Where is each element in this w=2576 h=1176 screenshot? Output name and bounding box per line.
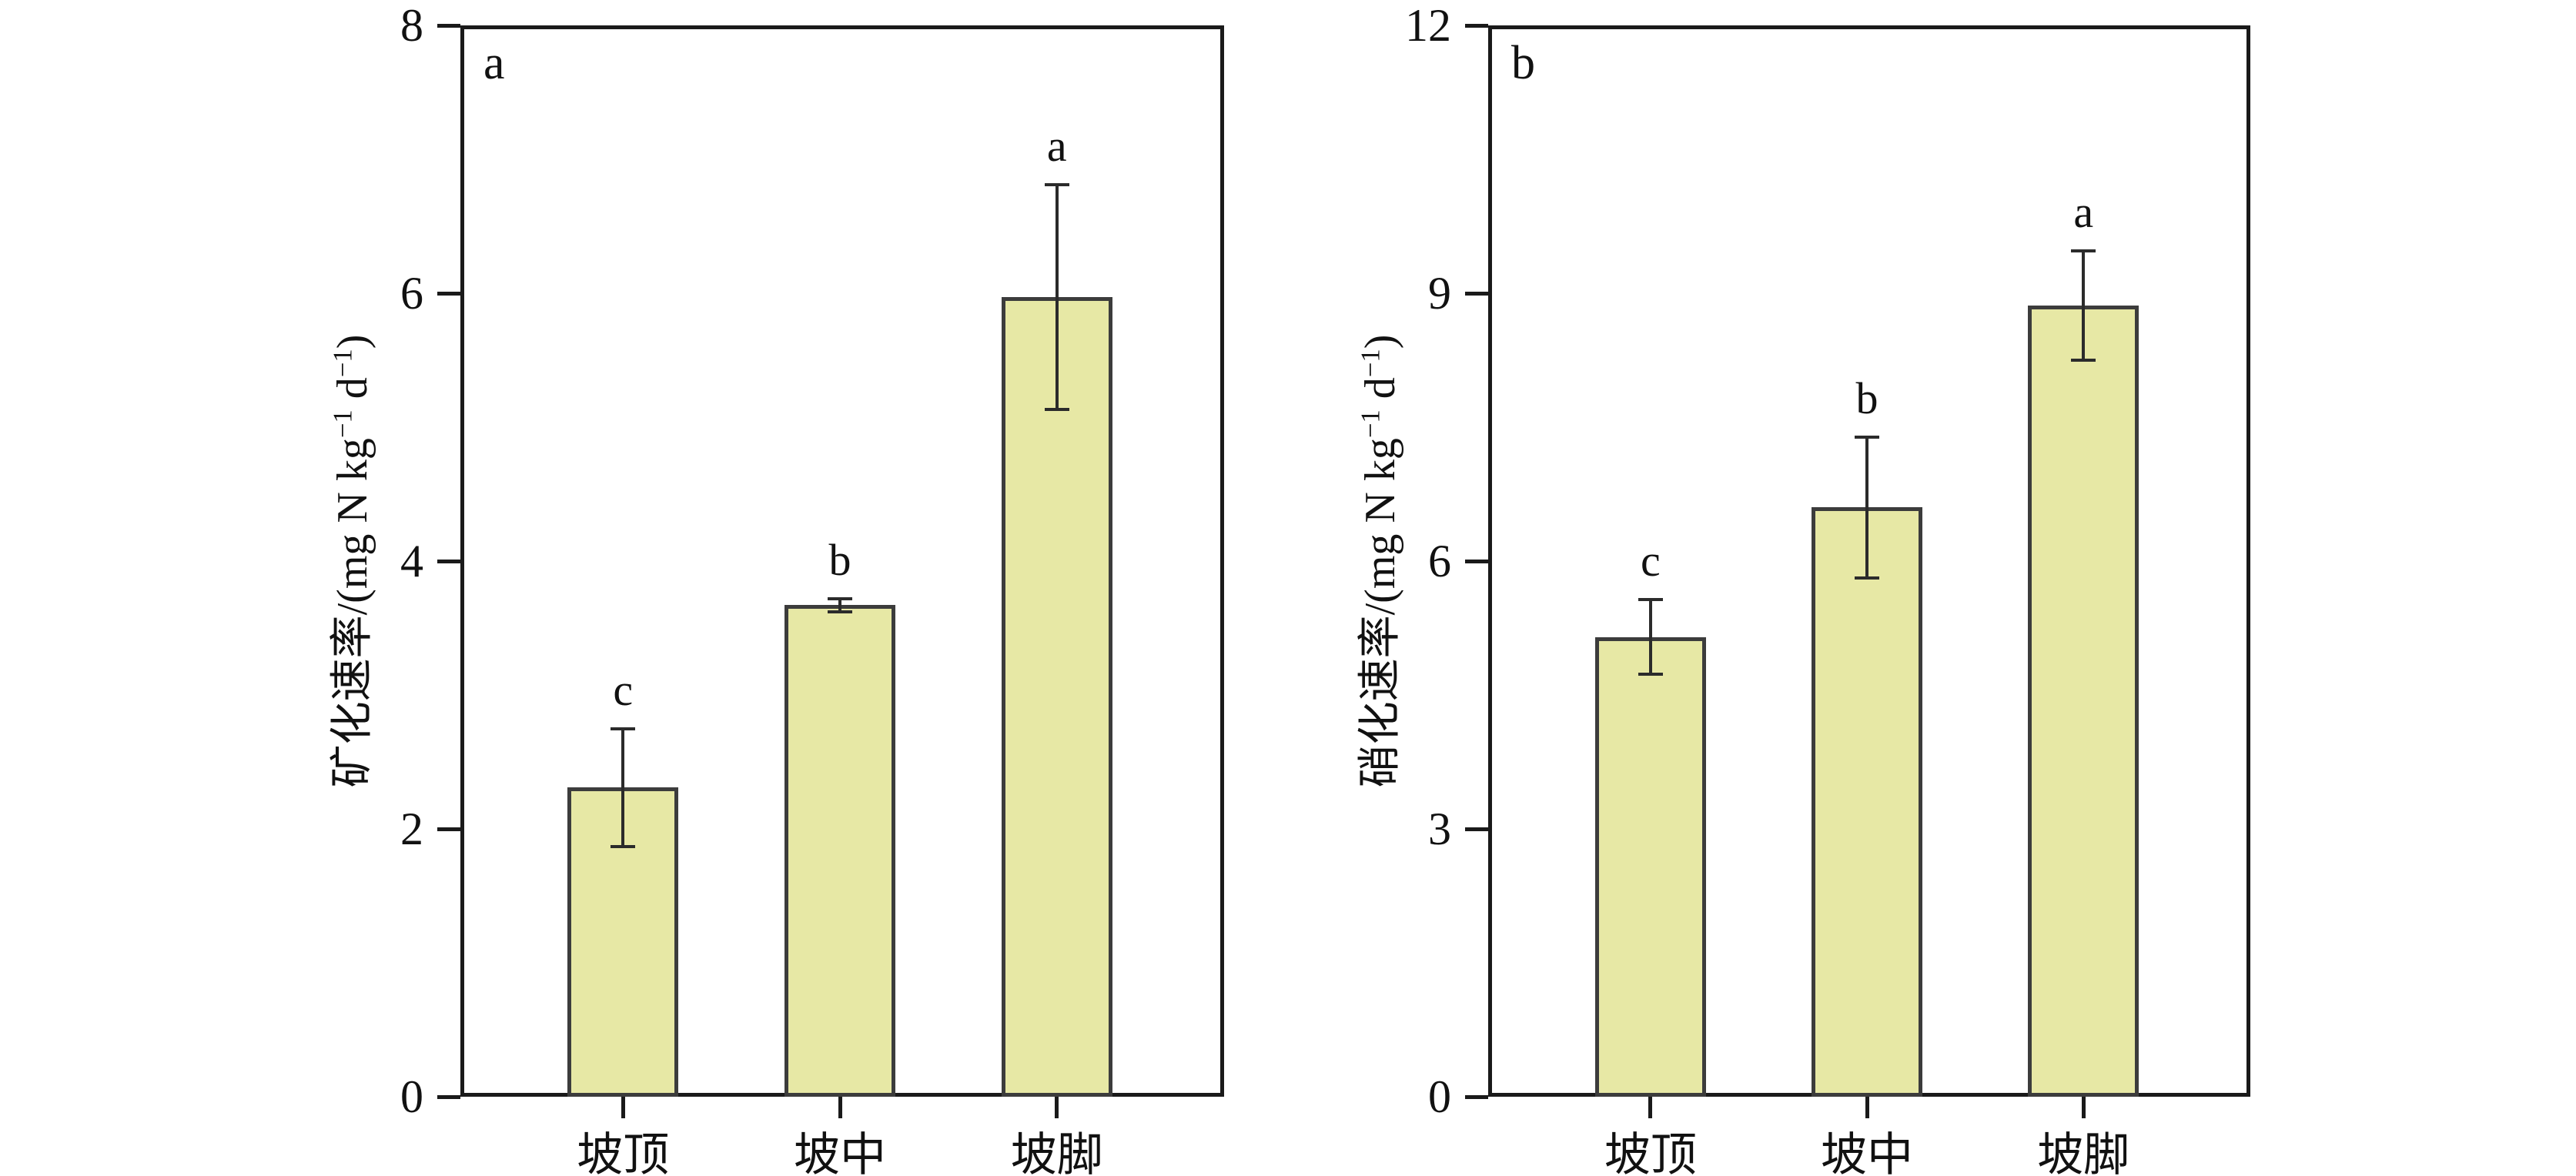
error-bar-cap xyxy=(1638,673,1663,677)
y-axis-tick xyxy=(437,291,460,296)
bar-坡脚 xyxy=(2028,306,2139,1097)
significance-letter: c xyxy=(613,664,634,715)
error-bar-line xyxy=(2082,251,2086,360)
y-axis-tick-label: 6 xyxy=(1428,536,1451,586)
x-axis-tick xyxy=(1865,1097,1869,1118)
y-axis-title-text: ) xyxy=(1357,334,1404,349)
x-axis-tick xyxy=(1055,1097,1059,1118)
y-axis-tick xyxy=(1465,827,1488,831)
error-bar-line xyxy=(1648,599,1652,675)
y-axis-title-text: 硝化速率/(mg N kg xyxy=(1357,438,1404,788)
y-axis-title-text: d xyxy=(1357,377,1404,410)
significance-letter: a xyxy=(2073,187,2094,238)
y-axis-title-text: d xyxy=(329,377,376,410)
y-axis-title-superscript: −1 xyxy=(327,349,358,378)
y-axis-tick xyxy=(437,559,460,563)
y-axis-tick-label: 0 xyxy=(400,1071,423,1122)
error-bar-cap xyxy=(1855,576,1880,580)
y-axis-tick xyxy=(437,827,460,831)
y-axis-tick-label: 9 xyxy=(1428,268,1451,319)
error-bar-line xyxy=(838,598,842,613)
x-axis-tick xyxy=(621,1097,625,1118)
y-axis-title-text: 矿化速率/(mg N kg xyxy=(329,438,376,788)
y-axis-tick-label: 6 xyxy=(400,268,423,319)
y-axis-title: 矿化速率/(mg N kg−1 d−1) xyxy=(322,25,383,1097)
x-axis-label-坡顶: 坡顶 xyxy=(1604,1130,1697,1176)
error-bar-line xyxy=(1865,436,1869,579)
y-axis-tick-label: 12 xyxy=(1405,0,1451,51)
x-axis-label-坡脚: 坡脚 xyxy=(1010,1130,1103,1176)
bar-坡顶 xyxy=(1594,636,1706,1097)
error-bar-cap xyxy=(1044,183,1069,187)
y-axis-tick-label: 3 xyxy=(1428,803,1451,854)
y-axis-title-superscript: −1 xyxy=(1355,349,1386,378)
y-axis-tick xyxy=(1465,559,1488,563)
y-axis-tick-label: 2 xyxy=(400,803,423,854)
error-bar-cap xyxy=(1855,435,1880,439)
x-axis-label-坡中: 坡中 xyxy=(794,1130,887,1176)
x-axis-label-坡顶: 坡顶 xyxy=(577,1130,670,1176)
x-axis-label-坡中: 坡中 xyxy=(1821,1130,1914,1176)
x-axis-tick xyxy=(1648,1097,1653,1118)
significance-letter: a xyxy=(1046,121,1067,172)
y-axis-tick xyxy=(1465,1094,1488,1099)
error-bar-cap xyxy=(1638,597,1663,601)
bar-坡中 xyxy=(1812,507,1923,1097)
y-axis-tick xyxy=(437,23,460,28)
y-axis-tick-label: 0 xyxy=(1428,1071,1451,1122)
error-bar-cap xyxy=(2071,249,2096,253)
significance-letter: b xyxy=(1855,373,1878,423)
bar-坡中 xyxy=(785,605,896,1097)
y-axis-title-superscript: −1 xyxy=(327,409,358,439)
y-axis-tick-label: 8 xyxy=(400,0,423,51)
error-bar-cap xyxy=(2071,359,2096,362)
y-axis-title-text: ) xyxy=(329,334,376,349)
error-bar-cap xyxy=(828,596,853,600)
bar-坡脚 xyxy=(1001,297,1112,1097)
significance-letter: c xyxy=(1640,535,1661,586)
x-axis-tick xyxy=(838,1097,842,1118)
y-axis-title-superscript: −1 xyxy=(1355,409,1386,439)
error-bar-line xyxy=(1055,185,1059,410)
panel-letter-b: b xyxy=(1511,37,1535,89)
y-axis-tick-label: 4 xyxy=(400,536,423,586)
error-bar-line xyxy=(621,728,625,847)
error-bar-cap xyxy=(1044,408,1069,412)
significance-letter: b xyxy=(828,534,851,585)
error-bar-cap xyxy=(611,844,636,848)
error-bar-cap xyxy=(828,610,853,614)
error-bar-cap xyxy=(611,727,636,730)
y-axis-tick xyxy=(1465,291,1488,296)
x-axis-tick xyxy=(2081,1097,2086,1118)
y-axis-tick xyxy=(437,1094,460,1099)
y-axis-tick xyxy=(1465,23,1488,28)
panel-letter-a: a xyxy=(483,37,505,89)
y-axis-title: 硝化速率/(mg N kg−1 d−1) xyxy=(1350,25,1411,1097)
x-axis-label-坡脚: 坡脚 xyxy=(2037,1130,2130,1176)
